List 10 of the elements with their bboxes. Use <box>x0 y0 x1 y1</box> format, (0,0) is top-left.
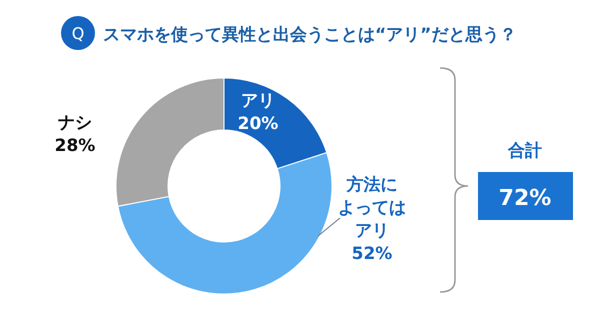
slice-label: アリ <box>241 91 275 111</box>
text: 72% <box>498 186 552 211</box>
text: Q <box>72 24 84 43</box>
data-label: 52% <box>352 244 392 264</box>
chart-title: スマホを使って異性と出会うことは“アリ”だと思う？ <box>103 25 516 45</box>
slice-label: ナシ <box>58 113 92 133</box>
data-label: 28% <box>54 136 96 156</box>
data-label: 20% <box>238 114 278 134</box>
slice-label: 方法によってはアリ <box>338 175 406 241</box>
text: 合計 <box>507 141 542 161</box>
